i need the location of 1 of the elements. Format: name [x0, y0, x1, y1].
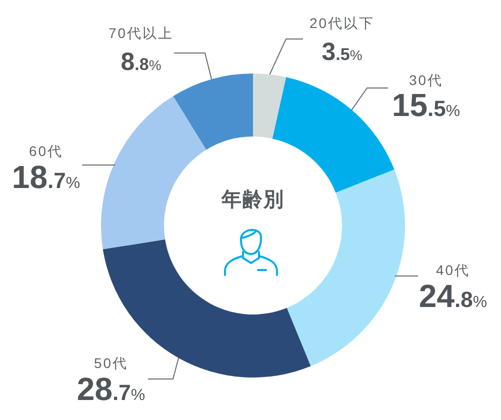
- title: 年齢別: [222, 189, 284, 211]
